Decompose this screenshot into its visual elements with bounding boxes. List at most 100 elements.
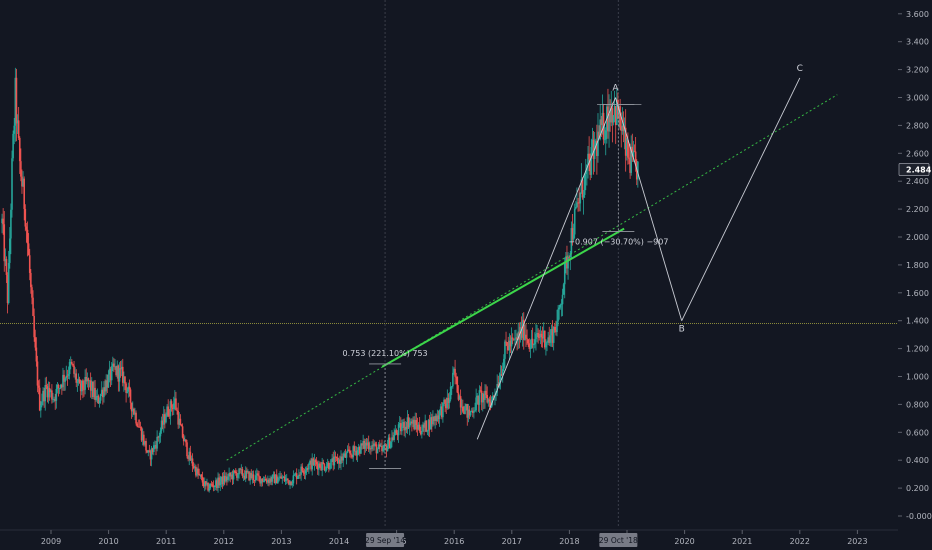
candle-body-230 — [256, 473, 258, 476]
candle-body-404 — [448, 399, 451, 403]
candle-body-67 — [75, 373, 78, 383]
candle-body-311 — [345, 452, 348, 458]
candle-body-191 — [212, 485, 215, 488]
y-tick-label-7: 1.400 — [906, 317, 929, 326]
candle-body-515 — [571, 228, 574, 240]
candle-body-199 — [221, 476, 224, 485]
candle-body-128 — [143, 434, 145, 445]
candle-body-82 — [92, 382, 94, 398]
candle-body-540 — [599, 119, 601, 140]
candle-body-561 — [622, 125, 625, 132]
price-axis[interactable]: -0.000 0.200 0.400 0.600 0.800 1.000 1.200 1.40… — [898, 0, 932, 521]
candle-body-526 — [583, 174, 586, 195]
candle-body-329 — [365, 442, 368, 446]
candle-body-159 — [177, 410, 179, 425]
candle-body-108 — [120, 366, 123, 370]
candle-body-167 — [186, 442, 188, 457]
highlighted-trendline[interactable] — [381, 227, 625, 368]
candle-body-521 — [578, 202, 580, 204]
candle-body-172 — [191, 458, 194, 467]
candle-body-372 — [413, 419, 415, 430]
candle-body-257 — [285, 478, 288, 480]
candle-body-476 — [528, 343, 531, 349]
candle-body-555 — [616, 99, 618, 126]
candle-body-511 — [567, 256, 569, 269]
candle-body-266 — [295, 473, 298, 479]
candle-body-387 — [429, 417, 432, 430]
candle-body-474 — [526, 338, 528, 340]
candle-body-238 — [264, 478, 267, 481]
candle-body-457 — [507, 345, 510, 351]
candle-body-192 — [213, 485, 216, 488]
candle-body-233 — [259, 476, 261, 484]
candle-body-403 — [447, 397, 450, 403]
candle-body-98 — [109, 368, 112, 381]
candle-body-268 — [298, 474, 300, 477]
candle-body-360 — [400, 423, 402, 432]
candle-body-116 — [129, 389, 132, 403]
candle-body-523 — [580, 179, 583, 193]
candle-body-326 — [362, 440, 364, 446]
candle-body-215 — [239, 468, 241, 470]
x-tick-label-13: 2022 — [790, 537, 810, 546]
candle-body-281 — [312, 458, 315, 466]
crosshair-date-box-1 — [366, 533, 405, 547]
candle-body-413 — [458, 396, 461, 400]
candle-body-138 — [154, 445, 156, 446]
candle-body-531 — [589, 158, 592, 175]
dotted-trendline[interactable] — [226, 94, 838, 461]
candle-body-146 — [162, 414, 165, 425]
candle-body-97 — [108, 368, 111, 375]
candle-body-456 — [506, 342, 508, 346]
candle-body-164 — [182, 437, 185, 442]
candle-body-217 — [241, 468, 244, 476]
candle-body-57 — [64, 378, 66, 382]
candle-body-188 — [209, 484, 212, 489]
candle-body-560 — [621, 125, 624, 131]
candle-body-206 — [229, 473, 232, 477]
candle-body-500 — [555, 330, 557, 333]
crosshair-date-label-2: 29 Oct '18 — [599, 536, 638, 545]
candle-body-81 — [90, 382, 93, 391]
candle-body-341 — [378, 444, 381, 447]
x-tick-label-11: 2020 — [674, 537, 694, 546]
candle-body-24 — [27, 243, 30, 256]
candle-body-83 — [93, 387, 95, 398]
wave-label-c: C — [797, 64, 803, 74]
candle-body-564 — [625, 139, 628, 156]
candle-body-59 — [66, 375, 69, 377]
candle-body-265 — [294, 473, 297, 475]
candle-body-101 — [113, 363, 115, 367]
candle-body-383 — [425, 420, 428, 432]
y-tick-label-10: 2.000 — [906, 233, 929, 242]
candle-body-226 — [251, 474, 254, 478]
candle-body-235 — [261, 478, 264, 482]
candle-body-136 — [151, 448, 154, 452]
candle-body-553 — [613, 105, 616, 116]
candle-body-574 — [637, 161, 639, 180]
candle-body-135 — [150, 448, 153, 460]
candle-body-504 — [559, 304, 562, 308]
candle-body-297 — [330, 459, 332, 469]
candle-body-395 — [438, 410, 441, 420]
elliott-wave-pattern[interactable]: A B C — [476, 64, 803, 440]
candle-body-245 — [272, 474, 275, 476]
candle-body-537 — [596, 140, 598, 156]
candle-body-181 — [201, 476, 204, 483]
candle-body-71 — [79, 383, 82, 392]
x-tick-label-0: 2009 — [41, 537, 61, 546]
candle-body-196 — [218, 477, 220, 486]
candle-body-292 — [324, 469, 327, 471]
candle-body-179 — [199, 474, 202, 476]
candle-body-303 — [336, 457, 339, 464]
candle-body-241 — [268, 479, 270, 483]
candle-body-274 — [304, 470, 307, 474]
candle-body-243 — [270, 478, 273, 482]
candle-body-455 — [505, 341, 507, 343]
candle-body-202 — [224, 476, 227, 482]
candle-body-480 — [532, 344, 535, 346]
candle-body-6 — [7, 262, 10, 303]
candle-body-494 — [548, 337, 551, 343]
